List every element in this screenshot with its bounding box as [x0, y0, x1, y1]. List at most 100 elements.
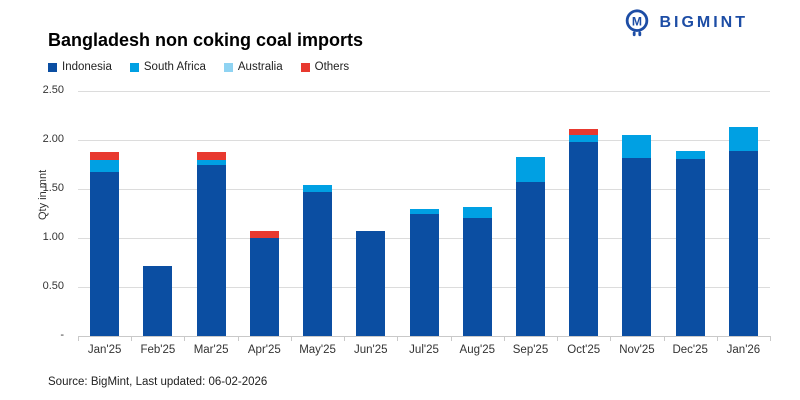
- x-axis-label: Dec'25: [672, 344, 708, 356]
- bar-segment-indonesia: [90, 172, 120, 336]
- x-axis-tick: [131, 336, 133, 341]
- legend-item-others: Others: [300, 61, 350, 73]
- x-axis-tick: [557, 336, 559, 341]
- bar-segment-others: [90, 151, 120, 160]
- bar-segment-south-africa: [569, 135, 599, 142]
- chart-title: Bangladesh non coking coal imports: [48, 30, 364, 50]
- plot-area: 2.50 2.00 1.50 1.00 0.50 - Jan'25 Feb'25 Mar'25…: [43, 84, 771, 356]
- x-axis-label: Apr'25: [247, 344, 281, 356]
- bar-segment-south-africa: [196, 159, 226, 166]
- bar-segment-south-africa: [303, 185, 333, 192]
- legend-swatch: [48, 62, 57, 72]
- bars: [78, 91, 770, 336]
- bar-segment-indonesia: [356, 231, 386, 336]
- bar-segment-indonesia: [409, 214, 439, 336]
- bar-slot-apr25: [238, 91, 291, 336]
- bar-segment-indonesia: [569, 141, 599, 336]
- bar-segment-indonesia: [622, 157, 652, 336]
- legend-item-australia: Australia: [223, 61, 283, 73]
- legend-label: Australia: [237, 61, 283, 73]
- y-axis-tick-label: 0.50: [42, 280, 64, 292]
- legend-swatch: [300, 62, 310, 72]
- stacked-bar: [196, 151, 226, 336]
- legend-swatch: [129, 62, 139, 72]
- bar-slot-nov25: [610, 91, 663, 336]
- x-axis-label: Feb'25: [140, 344, 176, 356]
- bar-segment-indonesia: [196, 165, 226, 336]
- bar-segment-indonesia: [675, 158, 705, 336]
- x-axis-tick: [663, 336, 665, 341]
- bar-segment-south-africa: [462, 206, 492, 219]
- legend-label: Indonesia: [62, 61, 112, 73]
- x-axis-label: Sep'25: [512, 344, 549, 356]
- stacked-bar: [462, 206, 492, 336]
- bar-segment-south-africa: [409, 208, 439, 215]
- bar-segment-south-africa: [90, 159, 120, 173]
- bar-segment-indonesia: [303, 191, 333, 336]
- x-axis-tick: [397, 336, 399, 341]
- stacked-bar: [675, 150, 705, 336]
- bar-segment-indonesia: [515, 182, 545, 336]
- y-axis-tick-label: 2.50: [42, 84, 64, 96]
- bar-segment-indonesia: [728, 150, 758, 336]
- bar-segment-others: [196, 151, 226, 160]
- bar-segment-others: [249, 231, 279, 238]
- x-axis-tick: [237, 336, 239, 341]
- bar-slot-oct25: [557, 91, 610, 336]
- stacked-bar: [622, 135, 652, 336]
- x-axis-label: Jan'26: [726, 344, 761, 356]
- x-axis-tick: [716, 336, 718, 341]
- gridline: [78, 140, 770, 141]
- bar-slot-jan26: [717, 91, 770, 336]
- source-note: Source: BigMint, Last updated: 06-02-202…: [48, 376, 268, 388]
- bar-segment-indonesia: [462, 218, 492, 336]
- x-axis-tick: [503, 336, 505, 341]
- x-axis-tick: [770, 336, 771, 341]
- stacked-bar: [90, 151, 120, 336]
- svg-text:M: M: [632, 14, 642, 28]
- bar-slot-jun25: [344, 91, 397, 336]
- x-axis-label: Mar'25: [193, 344, 229, 356]
- bigmint-logo-icon: M: [626, 9, 649, 37]
- bar-segment-others: [569, 129, 599, 136]
- x-axis-tick: [290, 336, 292, 341]
- bar-segment-south-africa: [515, 156, 545, 183]
- gridline: [78, 189, 770, 190]
- bar-slot-jul25: [397, 91, 450, 336]
- y-axis-tick-label: 2.00: [42, 133, 64, 145]
- x-axis-label: May'25: [299, 344, 336, 356]
- bar-slot-aug25: [451, 91, 504, 336]
- stacked-bar: [515, 156, 545, 336]
- x-axis-tick: [78, 336, 79, 341]
- bigmint-logo: M BIGMINT: [622, 8, 748, 38]
- x-axis-label: Oct'25: [567, 344, 601, 356]
- legend-label: Others: [314, 61, 350, 73]
- bigmint-logo-text: BIGMINT: [659, 14, 748, 31]
- x-axis-labels: Jan'25 Feb'25 Mar'25 Apr'25 May'25 Jun'25 Jul'…: [78, 336, 770, 356]
- bar-segment-indonesia: [143, 266, 173, 336]
- x-axis-tick: [184, 336, 186, 341]
- gridline: [78, 91, 770, 92]
- legend-swatch: [223, 62, 233, 72]
- x-axis-tick: [344, 336, 346, 341]
- x-axis-label: Nov'25: [619, 344, 655, 356]
- bar-slot-mar25: [184, 91, 237, 336]
- stacked-bar: [249, 231, 279, 336]
- stacked-bar: [728, 127, 758, 336]
- bar-segment-south-africa: [622, 135, 652, 158]
- x-axis-tick: [610, 336, 612, 341]
- bar-slot-feb25: [131, 91, 184, 336]
- legend-item-south-africa: South Africa: [129, 61, 206, 73]
- legend-item-indonesia: Indonesia: [48, 61, 112, 73]
- bar-slot-may25: [291, 91, 344, 336]
- stacked-bar: [569, 129, 599, 336]
- x-axis-label: Jun'25: [354, 344, 388, 356]
- y-axis-tick-label: 1.50: [42, 182, 64, 194]
- stacked-bar: [143, 266, 173, 336]
- stacked-bar: [356, 231, 386, 336]
- y-axis-labels: 2.50 2.00 1.50 1.00 0.50 -: [28, 84, 70, 341]
- x-axis-label: Jul'25: [409, 344, 439, 356]
- x-axis-label: Aug'25: [459, 344, 495, 356]
- bar-slot-sep25: [504, 91, 557, 336]
